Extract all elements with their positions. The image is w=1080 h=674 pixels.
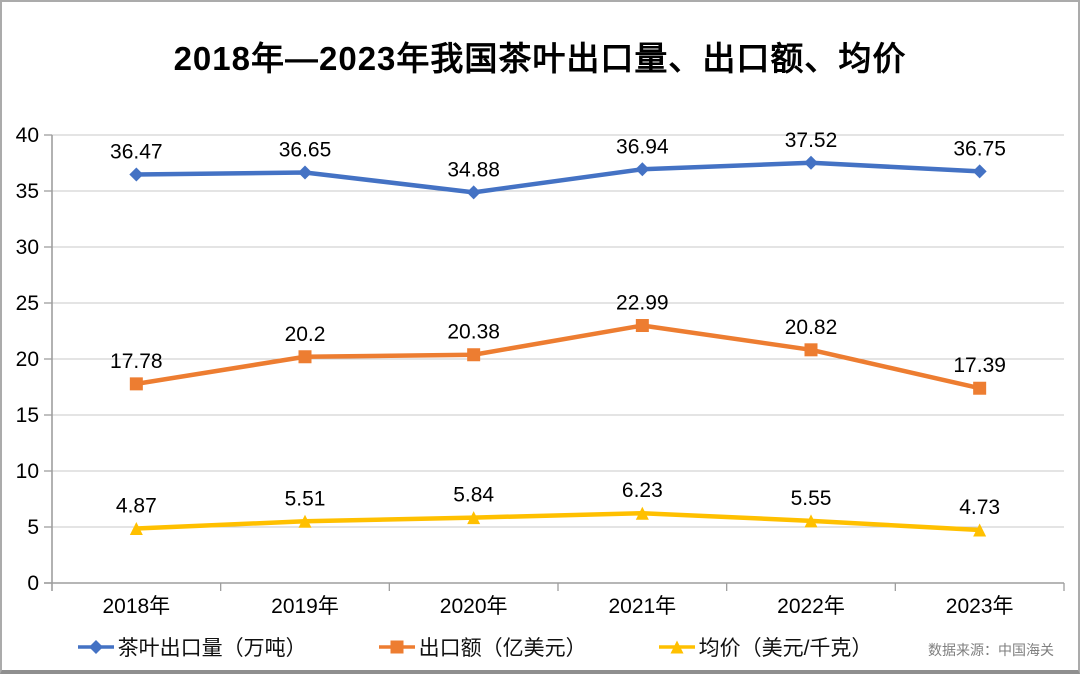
data-label: 36.75 — [953, 137, 1006, 160]
square-legend-icon — [378, 640, 415, 654]
legend-item-3: 均价（美元/千克） — [658, 632, 873, 662]
diamond-marker — [466, 185, 481, 200]
y-axis-label: 35 — [16, 180, 39, 203]
square-marker — [298, 350, 312, 364]
data-label: 36.65 — [279, 139, 332, 162]
triangle-marker — [635, 506, 649, 520]
y-axis-label: 20 — [16, 348, 39, 371]
square-marker — [804, 343, 818, 357]
series-line — [134, 323, 982, 391]
x-axis-label: 2023年 — [946, 595, 1014, 618]
data-label: 20.82 — [785, 316, 838, 339]
legend-label: 出口额（亿美元） — [418, 637, 587, 660]
data-label: 37.52 — [785, 129, 838, 152]
data-label: 20.38 — [447, 321, 500, 344]
triangle-marker — [670, 640, 684, 654]
data-label: 36.47 — [110, 141, 163, 164]
data-label: 5.84 — [453, 484, 494, 507]
y-axis-label: 0 — [27, 572, 39, 595]
y-axis-label: 5 — [27, 516, 39, 539]
y-axis-label: 25 — [16, 292, 39, 315]
data-label: 22.99 — [616, 292, 669, 315]
x-axis-label: 2022年 — [777, 595, 845, 618]
chart-title: 2018年—2023年我国茶叶出口量、出口额、均价 — [173, 40, 907, 77]
x-axis-label: 2021年 — [608, 595, 676, 618]
data-label: 17.78 — [110, 350, 163, 373]
data-label: 34.88 — [447, 158, 500, 181]
data-label: 17.39 — [953, 354, 1006, 377]
square-marker — [467, 348, 481, 362]
legend-label: 均价（美元/千克） — [698, 637, 873, 660]
triangle-marker — [973, 523, 987, 537]
square-marker — [635, 319, 649, 333]
square-marker — [129, 377, 143, 391]
data-label: 20.2 — [285, 323, 326, 346]
diamond-marker — [298, 165, 312, 180]
y-axis-label: 40 — [16, 124, 39, 147]
data-label: 36.94 — [616, 135, 669, 158]
legend-label: 茶叶出口量（万吨） — [117, 637, 307, 660]
data-label: 4.73 — [959, 496, 1000, 519]
square-marker — [390, 640, 404, 654]
triangle-legend-icon — [658, 640, 695, 654]
data-label: 5.51 — [285, 487, 326, 510]
triangle-marker — [804, 514, 818, 528]
diamond-marker — [635, 162, 650, 177]
y-axis-label: 15 — [16, 404, 39, 427]
data-label: 4.87 — [116, 494, 157, 517]
triangle-marker — [298, 514, 312, 528]
data-label: 5.55 — [791, 487, 832, 510]
source-note: 数据来源：中国海关 — [928, 642, 1054, 658]
x-axis-label: 2018年 — [102, 595, 170, 618]
diamond-legend-icon — [77, 640, 114, 654]
diamond-marker — [804, 155, 818, 170]
triangle-marker — [467, 511, 481, 525]
series-line — [134, 160, 982, 195]
diamond-marker — [972, 164, 987, 179]
triangle-marker — [129, 521, 143, 535]
chart-legend: 茶叶出口量（万吨） 出口额（亿美元） 均价（美元/千克） — [2, 632, 948, 662]
y-axis-label: 10 — [16, 460, 39, 483]
x-axis-label: 2019年 — [271, 595, 339, 618]
legend-item-1: 茶叶出口量（万吨） — [77, 632, 307, 662]
x-axis-label: 2020年 — [440, 595, 508, 618]
y-axis-label: 30 — [16, 236, 39, 259]
series-line — [134, 510, 982, 533]
legend-item-2: 出口额（亿美元） — [378, 632, 587, 662]
diamond-marker — [129, 167, 144, 182]
diamond-marker — [88, 640, 103, 654]
data-label: 6.23 — [622, 479, 663, 502]
square-marker — [973, 381, 987, 395]
